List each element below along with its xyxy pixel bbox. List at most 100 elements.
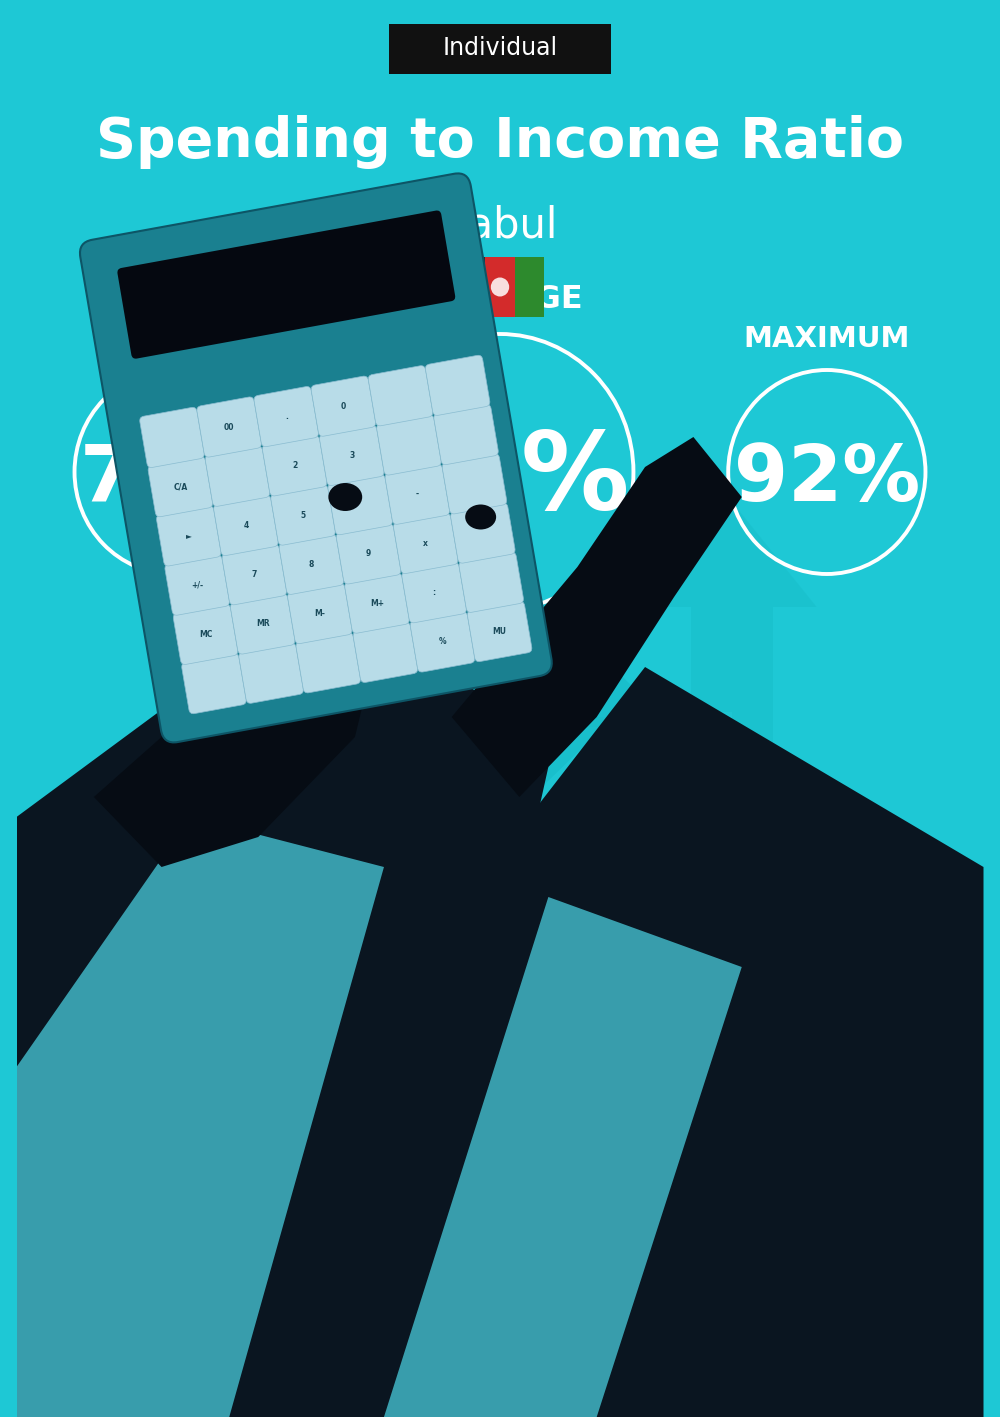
Text: AVERAGE: AVERAGE	[417, 283, 583, 315]
Text: 0: 0	[341, 401, 346, 411]
FancyBboxPatch shape	[205, 446, 270, 506]
Polygon shape	[345, 567, 674, 727]
Bar	[742, 990, 911, 1005]
FancyBboxPatch shape	[336, 524, 401, 584]
FancyBboxPatch shape	[353, 622, 418, 683]
FancyBboxPatch shape	[271, 485, 335, 546]
Text: x: x	[423, 538, 428, 548]
Text: MC: MC	[199, 631, 212, 639]
Text: 92%: 92%	[734, 441, 920, 517]
FancyBboxPatch shape	[288, 584, 352, 643]
Text: 83%: 83%	[370, 427, 630, 531]
FancyBboxPatch shape	[328, 475, 392, 534]
Text: 3: 3	[349, 451, 354, 461]
Ellipse shape	[465, 504, 496, 530]
FancyBboxPatch shape	[402, 563, 466, 623]
Polygon shape	[16, 818, 384, 1417]
Text: MR: MR	[256, 619, 269, 629]
Ellipse shape	[778, 1067, 831, 1087]
Ellipse shape	[732, 894, 848, 1030]
Text: 8: 8	[309, 560, 314, 568]
FancyBboxPatch shape	[320, 425, 384, 486]
Text: ►: ►	[186, 531, 192, 540]
Bar	[742, 1009, 911, 1023]
Polygon shape	[452, 436, 742, 796]
Circle shape	[491, 278, 509, 296]
FancyBboxPatch shape	[385, 465, 450, 524]
FancyBboxPatch shape	[393, 513, 458, 574]
FancyBboxPatch shape	[173, 604, 238, 665]
FancyBboxPatch shape	[434, 404, 498, 465]
Bar	[742, 1063, 911, 1077]
Bar	[691, 606, 773, 937]
Polygon shape	[340, 563, 505, 657]
Text: :: :	[433, 588, 436, 597]
Text: 76%: 76%	[80, 441, 266, 517]
Text: C/A: C/A	[173, 482, 187, 492]
Text: $: $	[884, 975, 909, 1009]
Polygon shape	[647, 502, 817, 606]
FancyBboxPatch shape	[157, 506, 221, 565]
Bar	[633, 927, 684, 1037]
Bar	[485, 256, 515, 317]
Text: 9: 9	[366, 550, 371, 558]
Bar	[698, 711, 732, 777]
Text: M+: M+	[370, 598, 384, 608]
FancyBboxPatch shape	[425, 356, 490, 415]
FancyBboxPatch shape	[451, 503, 515, 563]
Text: -: -	[416, 490, 419, 499]
Text: 4: 4	[243, 521, 249, 530]
FancyBboxPatch shape	[311, 376, 376, 436]
FancyBboxPatch shape	[296, 633, 360, 693]
FancyBboxPatch shape	[377, 415, 441, 475]
Text: %: %	[439, 638, 446, 646]
FancyBboxPatch shape	[148, 456, 213, 517]
FancyBboxPatch shape	[182, 653, 246, 714]
Polygon shape	[94, 436, 452, 867]
Text: 00: 00	[224, 422, 234, 432]
Bar	[456, 256, 485, 317]
Bar	[374, 717, 645, 917]
FancyBboxPatch shape	[279, 534, 344, 594]
Text: 7: 7	[252, 570, 257, 580]
Text: $: $	[780, 958, 800, 986]
Ellipse shape	[328, 483, 362, 512]
FancyBboxPatch shape	[410, 612, 475, 672]
Text: +/-: +/-	[191, 581, 203, 589]
Polygon shape	[490, 687, 800, 837]
Text: Kabul: Kabul	[442, 204, 558, 247]
Text: Spending to Income Ratio: Spending to Income Ratio	[96, 115, 904, 169]
Polygon shape	[355, 667, 984, 1417]
FancyBboxPatch shape	[140, 407, 204, 468]
Text: M-: M-	[314, 609, 325, 618]
FancyBboxPatch shape	[442, 453, 507, 514]
Bar	[577, 927, 628, 1037]
FancyBboxPatch shape	[459, 553, 523, 612]
Ellipse shape	[822, 894, 971, 1070]
FancyBboxPatch shape	[197, 397, 261, 458]
FancyBboxPatch shape	[222, 544, 287, 605]
FancyBboxPatch shape	[467, 601, 532, 662]
Bar	[515, 256, 544, 317]
Ellipse shape	[773, 883, 807, 905]
FancyBboxPatch shape	[389, 24, 611, 74]
Polygon shape	[384, 897, 742, 1417]
Text: MU: MU	[493, 628, 507, 636]
FancyBboxPatch shape	[254, 387, 318, 446]
FancyBboxPatch shape	[345, 572, 409, 633]
Polygon shape	[16, 567, 548, 1417]
Bar	[382, 657, 464, 897]
FancyBboxPatch shape	[368, 366, 433, 427]
FancyBboxPatch shape	[214, 496, 278, 555]
Text: 5: 5	[300, 510, 306, 520]
Bar	[742, 1044, 911, 1058]
Text: .: .	[285, 412, 288, 421]
Bar	[742, 1027, 911, 1041]
FancyBboxPatch shape	[239, 643, 303, 703]
Text: 2: 2	[292, 462, 297, 470]
FancyBboxPatch shape	[80, 173, 552, 743]
FancyBboxPatch shape	[117, 211, 455, 359]
Text: MAXIMUM: MAXIMUM	[744, 324, 910, 353]
FancyBboxPatch shape	[262, 436, 327, 496]
Bar	[519, 828, 771, 1037]
